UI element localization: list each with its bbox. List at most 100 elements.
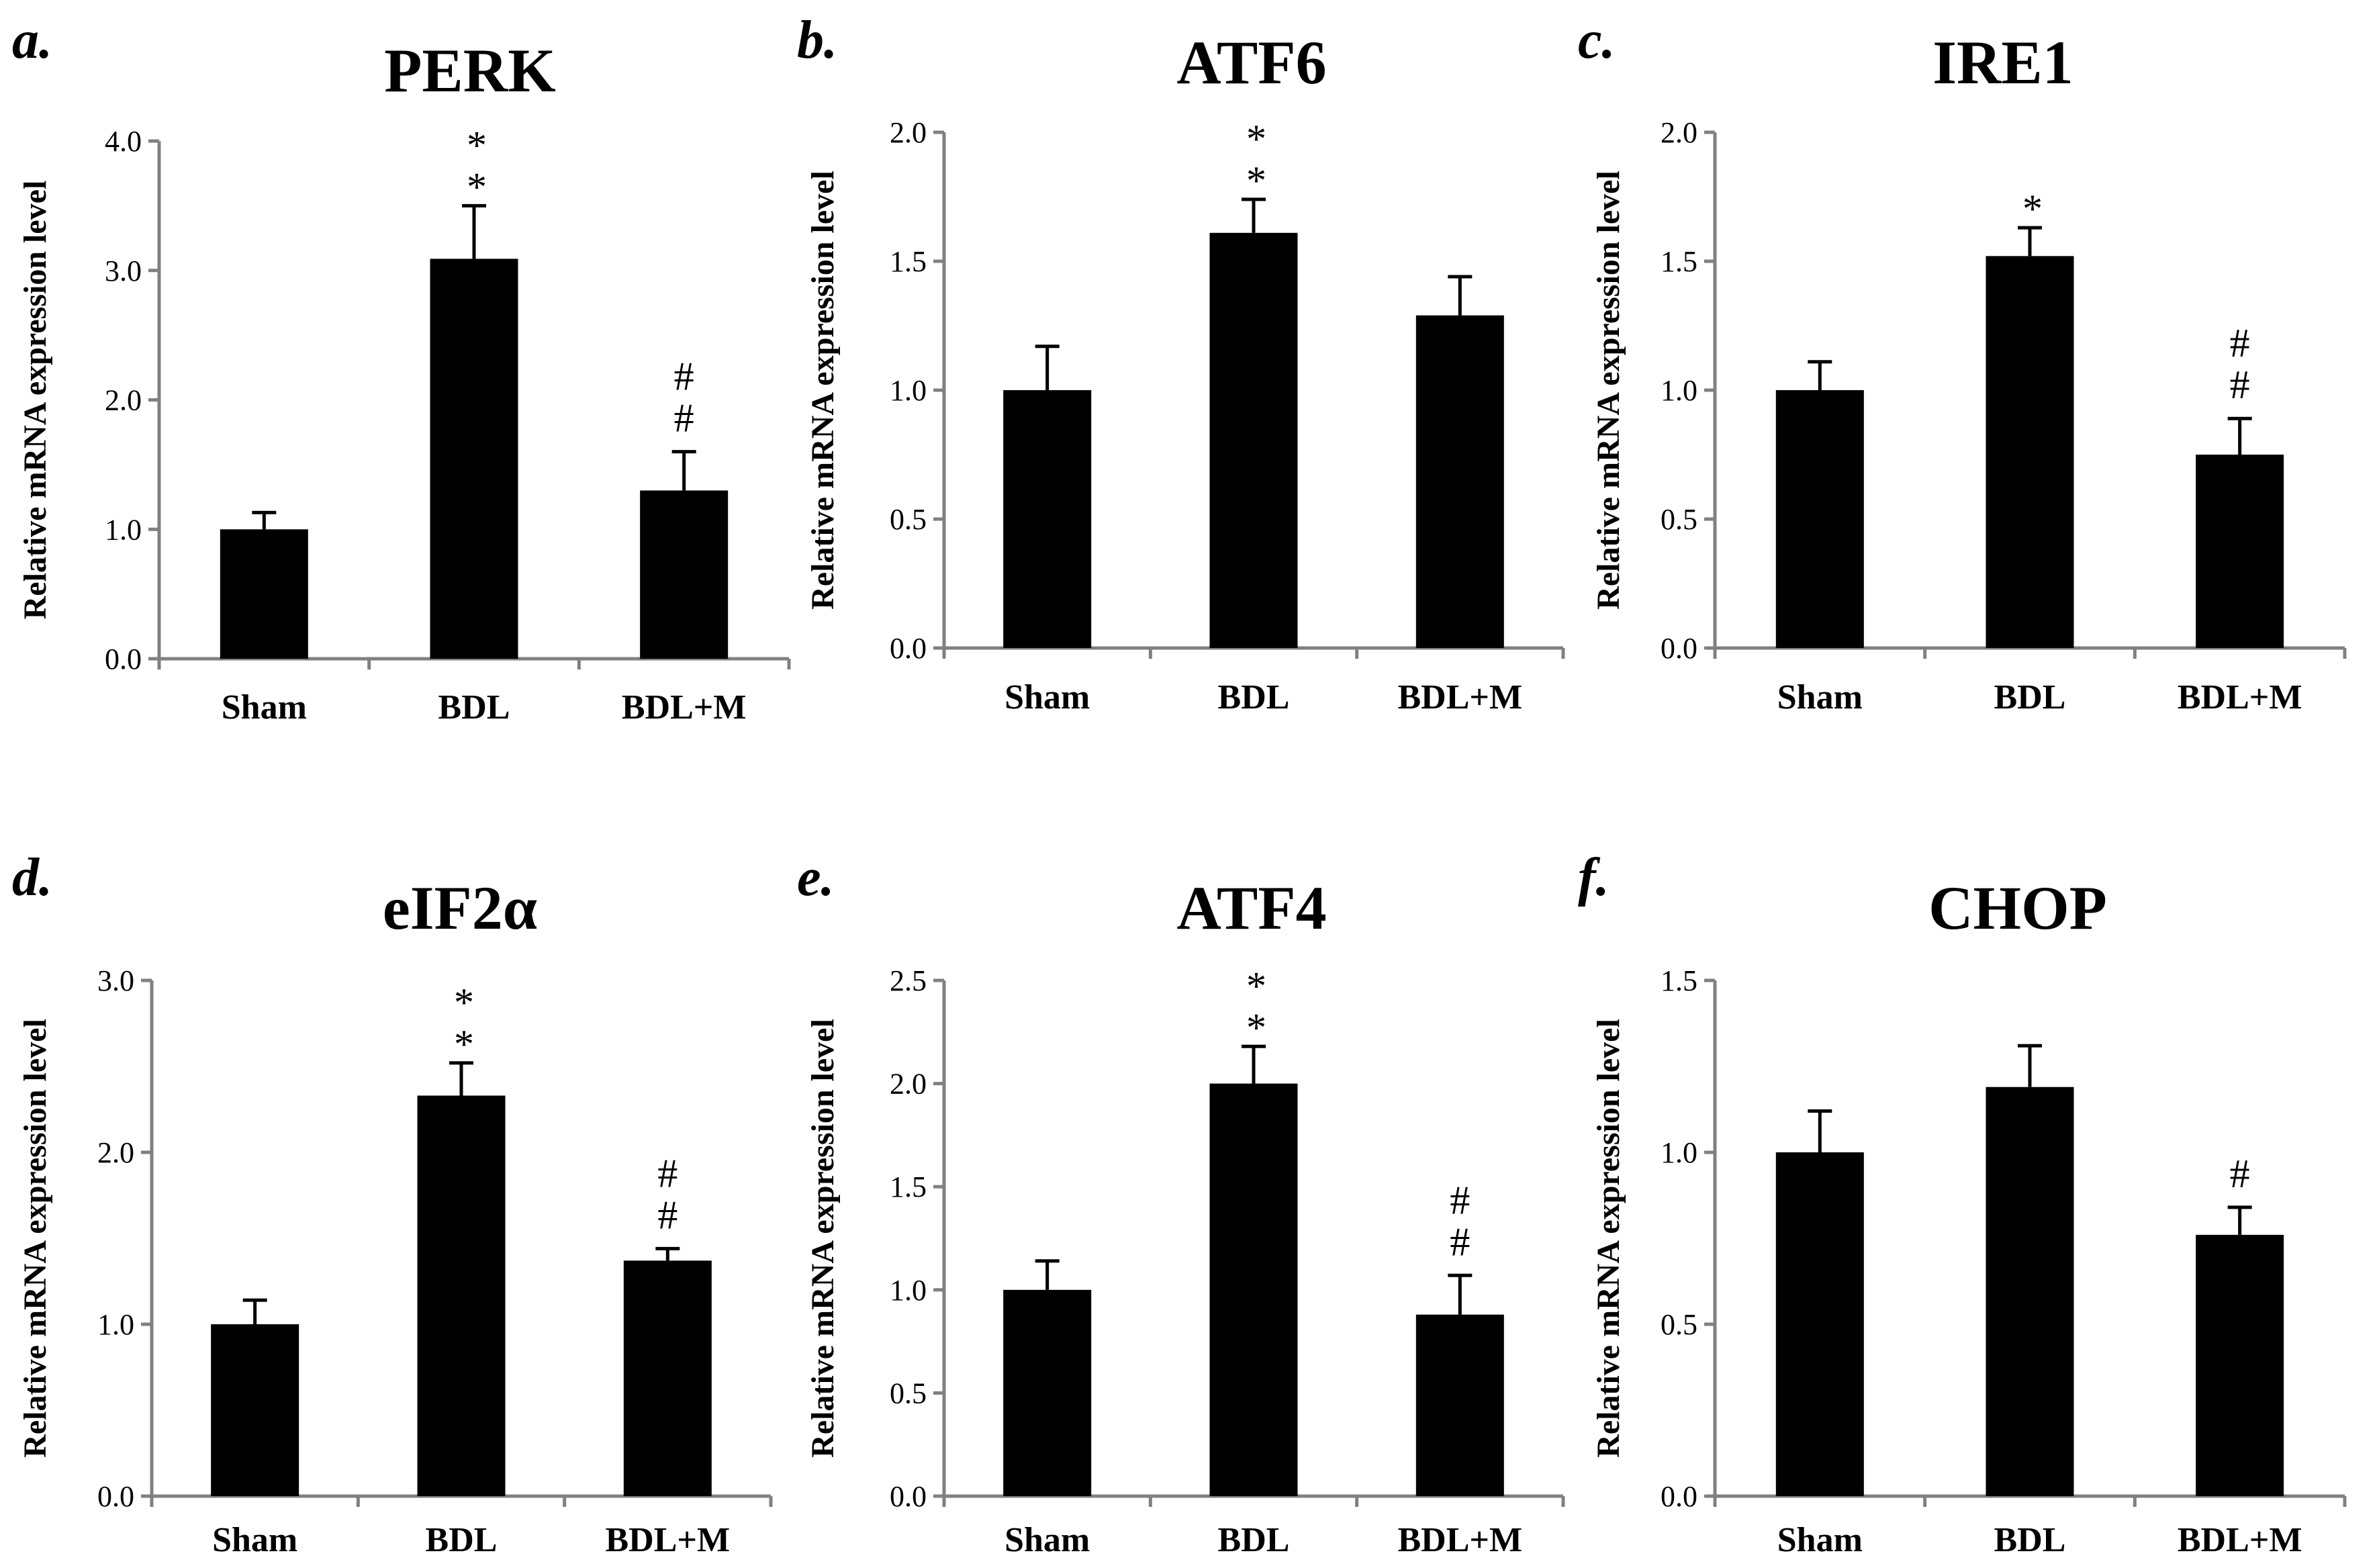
y-tick-label: 2.5 xyxy=(890,964,927,997)
x-tick-label: BDL xyxy=(1218,1521,1290,1559)
y-tick-label: 4.0 xyxy=(105,125,142,158)
x-tick-label: BDL xyxy=(426,1521,498,1559)
y-axis-label: Relative mRNA expression level xyxy=(17,1019,53,1458)
significance-asterisk: * xyxy=(1246,117,1266,161)
bar-bdl xyxy=(1209,1083,1298,1496)
significance-hash: # xyxy=(2230,321,2250,365)
chart-panel-atf6: b. ATF6 Relative mRNA expression level 0.0 0… xyxy=(797,11,1565,717)
y-tick-label: 1.5 xyxy=(1661,964,1697,997)
y-tick-label: 2.0 xyxy=(890,1068,927,1101)
y-tick-label: 1.0 xyxy=(1661,1136,1697,1169)
y-tick-label: 0.5 xyxy=(1661,1308,1697,1341)
y-tick-label: 2.0 xyxy=(105,384,142,417)
bar-bdl+m xyxy=(1415,315,1504,648)
bar-bdl+m xyxy=(2196,455,2284,648)
bar-sham xyxy=(220,529,308,659)
bar-bdl xyxy=(1986,1087,2074,1496)
chart-panel-perk: a. PERK Relative mRNA expression level 0.0 1… xyxy=(12,11,791,727)
y-tick-label: 2.0 xyxy=(97,1136,134,1169)
significance-hash: # xyxy=(1450,1219,1470,1264)
y-tick-label: 3.0 xyxy=(105,255,142,287)
bar-bdl xyxy=(1986,256,2074,648)
bar-bdl+m xyxy=(623,1260,712,1496)
x-tick-label: BDL+M xyxy=(2178,1521,2302,1559)
y-tick-label: 0.5 xyxy=(1661,503,1697,536)
chart-panel-chop: f. CHOP Relative mRNA expression level 0.0 0… xyxy=(1578,848,2347,1559)
significance-asterisk: * xyxy=(467,123,487,167)
significance-hash: # xyxy=(674,396,694,441)
y-tick-label: 1.0 xyxy=(1661,374,1697,407)
y-tick-label: 0.0 xyxy=(890,1480,927,1513)
significance-asterisk: * xyxy=(454,1022,474,1066)
panel-letter: e. xyxy=(797,848,835,907)
panel-letter: c. xyxy=(1578,11,1616,70)
panel-letter: a. xyxy=(12,11,52,70)
chart-title: ATF6 xyxy=(1176,28,1326,97)
y-tick-label: 1.0 xyxy=(97,1308,134,1341)
bar-sham xyxy=(1775,390,1864,648)
bar-bdl xyxy=(417,1095,506,1496)
y-axis-label: Relative mRNA expression level xyxy=(805,1019,841,1458)
y-tick-label: 0.0 xyxy=(1661,1480,1697,1513)
significance-hash: # xyxy=(2230,363,2250,407)
significance-hash: # xyxy=(657,1151,678,1195)
x-tick-label: BDL+M xyxy=(2178,678,2302,717)
panel-letter: b. xyxy=(797,11,837,70)
y-tick-label: 0.0 xyxy=(890,632,927,665)
significance-hash: # xyxy=(674,355,694,399)
significance-hash: # xyxy=(2230,1152,2250,1196)
x-tick-label: Sham xyxy=(1777,1521,1863,1559)
significance-asterisk: * xyxy=(2022,187,2043,231)
y-axis-label: Relative mRNA expression level xyxy=(1591,1019,1626,1458)
bar-sham xyxy=(1775,1152,1864,1496)
chart-panel-ire1: c. IRE1 Relative mRNA expression level 0.0 0… xyxy=(1578,11,2347,717)
chart-title: CHOP xyxy=(1928,874,2107,942)
significance-asterisk: * xyxy=(454,980,474,1025)
x-tick-label: BDL+M xyxy=(606,1521,731,1559)
bar-bdl xyxy=(1209,232,1298,648)
significance-asterisk: * xyxy=(1246,964,1266,1008)
chart-title: PERK xyxy=(384,36,556,105)
chart-title: eIF2α xyxy=(383,874,537,942)
y-tick-label: 1.0 xyxy=(105,513,142,546)
y-axis-label: Relative mRNA expression level xyxy=(1591,171,1626,610)
y-tick-label: 1.5 xyxy=(890,245,927,278)
significance-hash: # xyxy=(657,1193,678,1237)
bar-sham xyxy=(1003,390,1092,648)
y-tick-label: 1.0 xyxy=(890,1274,927,1307)
y-axis-label: Relative mRNA expression level xyxy=(805,171,841,610)
x-tick-label: Sham xyxy=(222,688,307,727)
y-tick-label: 3.0 xyxy=(97,964,134,997)
significance-hash: # xyxy=(1450,1178,1470,1222)
x-tick-label: BDL+M xyxy=(1398,1521,1523,1559)
significance-asterisk: * xyxy=(1246,1005,1266,1050)
y-tick-label: 1.5 xyxy=(890,1170,927,1203)
y-tick-label: 2.0 xyxy=(890,116,927,149)
bar-bdl+m xyxy=(1415,1314,1504,1496)
x-tick-label: BDL+M xyxy=(622,688,747,727)
x-tick-label: BDL xyxy=(1994,1521,2066,1559)
significance-asterisk: * xyxy=(1246,158,1266,203)
panel-letter: d. xyxy=(12,848,52,907)
y-axis-label: Relative mRNA expression level xyxy=(17,181,53,620)
x-tick-label: BDL xyxy=(438,688,510,727)
panel-letter: f. xyxy=(1578,848,1610,907)
chart-title: IRE1 xyxy=(1932,28,2073,97)
chart-panel-eif2α: d. eIF2α Relative mRNA expression level 0.0… xyxy=(12,848,773,1559)
x-tick-label: Sham xyxy=(1777,678,1863,717)
y-tick-label: 0.0 xyxy=(97,1480,134,1513)
y-tick-label: 0.5 xyxy=(890,503,927,536)
y-tick-label: 1.5 xyxy=(1661,245,1697,278)
y-tick-label: 0.0 xyxy=(1661,632,1697,665)
x-tick-label: BDL xyxy=(1218,678,1290,717)
chart-panel-atf4: e. ATF4 Relative mRNA expression level 0.0 0… xyxy=(797,848,1565,1559)
significance-asterisk: * xyxy=(467,165,487,209)
chart-title: ATF4 xyxy=(1176,874,1326,942)
x-tick-label: Sham xyxy=(1005,1521,1090,1559)
x-tick-label: Sham xyxy=(212,1521,297,1559)
x-tick-label: Sham xyxy=(1005,678,1090,717)
bar-bdl xyxy=(430,259,518,659)
x-tick-label: BDL+M xyxy=(1398,678,1523,717)
bar-sham xyxy=(1003,1289,1092,1496)
